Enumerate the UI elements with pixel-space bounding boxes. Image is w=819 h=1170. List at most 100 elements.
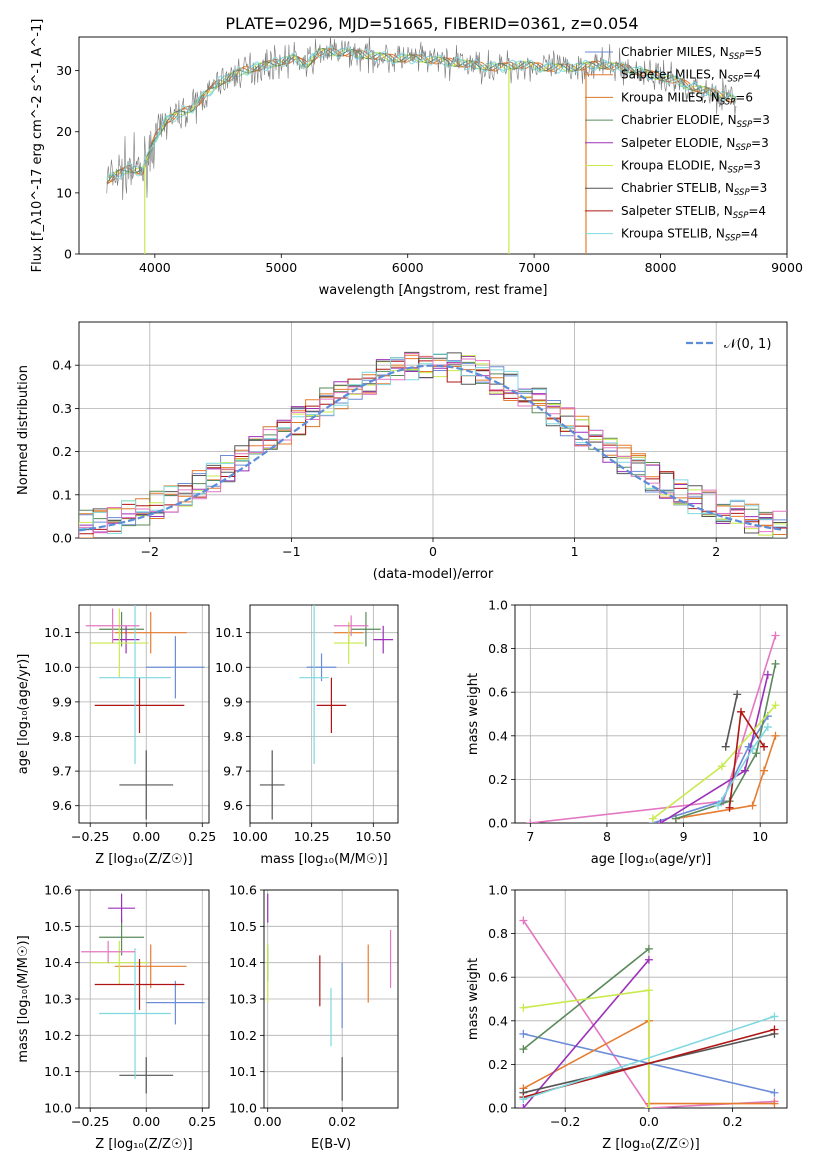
y-axis-label: age [log₁₀(age/yr)] (16, 654, 31, 775)
line-marker (733, 690, 742, 699)
y-tick-label: 10.6 (44, 883, 72, 898)
legend-label: Chabrier ELODIE, NSSP=3 (621, 113, 770, 130)
x-tick-label: 0.25 (188, 1114, 216, 1129)
spectrum-model-kroupa-elodie (106, 48, 737, 180)
x-axis-label: wavelength [Angstrom, rest frame] (319, 283, 548, 298)
line-marker (770, 1088, 779, 1097)
x-tick-label: 1 (571, 544, 579, 559)
x-tick-label: −0.2 (550, 1114, 580, 1129)
line-marker (763, 723, 772, 732)
y-tick-label: 9.8 (223, 729, 243, 744)
panel-age_vs_mass: 10.00 10.25 10.50 9.6 9.7 9.8 9.9 10.0 10.1 mass … (215, 604, 399, 867)
y-tick-label: 20 (56, 124, 72, 139)
y-tick-label: 0.2 (52, 444, 72, 459)
y-tick-label: 0.4 (52, 358, 72, 373)
x-tick-label: 0 (429, 544, 437, 559)
line-marker (771, 731, 780, 740)
y-tick-label: 0.2 (488, 1057, 508, 1072)
figure-title: PLATE=0296, MJD=51665, FIBERID=0361, z=0… (225, 14, 638, 33)
histogram-chabrier-stelib (79, 351, 787, 538)
y-tick-label: 9.7 (52, 764, 72, 779)
y-tick-label: 10.6 (229, 883, 257, 898)
axes-frame (263, 889, 399, 1109)
y-tick-label: 9.8 (52, 729, 72, 744)
x-tick-label: 10.00 (232, 829, 268, 844)
x-tick-label: 8000 (645, 260, 677, 275)
line-marker (771, 631, 780, 640)
legend-label: 𝒩(0, 1) (724, 337, 771, 352)
legend-label: Chabrier MILES, NSSP=5 (621, 45, 762, 62)
legend-label: Salpeter STELIB, NSSP=4 (621, 204, 766, 221)
y-tick-label: 0.3 (52, 401, 72, 416)
errorbar-series (267, 893, 392, 1101)
y-tick-label: 1.0 (488, 883, 508, 898)
y-tick-label: 10.2 (44, 1028, 72, 1043)
y-axis-label: Normed distribution (16, 365, 31, 495)
histogram-series (79, 351, 787, 538)
y-tick-label: 9.6 (223, 798, 243, 813)
panel-mass_vs_Z: −0.25 0.00 0.25 10.0 10.1 10.2 10.3 10.4 10.5 10.… (16, 883, 216, 1153)
axes-frame (78, 604, 210, 824)
x-tick-label: 6000 (392, 260, 424, 275)
y-tick-label: 10.0 (229, 1101, 257, 1116)
x-tick-label: −2 (141, 544, 159, 559)
line-chabrier-miles (652, 715, 769, 823)
line-marker (748, 744, 757, 753)
line-marker (763, 670, 772, 679)
x-tick-label: 0.00 (132, 1114, 160, 1129)
axes-frame (249, 604, 399, 824)
axes-frame (78, 889, 210, 1109)
y-tick-label: 10.4 (44, 955, 72, 970)
panel-massweight_vs_age: 7 8 9 10 0.0 0.2 0.4 0.6 0.8 1.0 age [log₁₀(age/yr… (466, 598, 788, 867)
legend-label: Chabrier STELIB, NSSP=3 (621, 181, 767, 198)
line-marker (740, 766, 749, 775)
errorbar-series (85, 605, 205, 820)
x-axis-label: age [log₁₀(age/yr)] (591, 852, 712, 867)
line-salpeter-miles (675, 735, 777, 820)
line-marker (644, 986, 653, 995)
line-marker (648, 814, 657, 823)
line-marker (748, 801, 757, 810)
x-tick-label: −0.25 (71, 829, 109, 844)
x-tick-label: 10.50 (355, 829, 391, 844)
y-tick-label: 10.2 (229, 1028, 257, 1043)
y-tick-label: 10.3 (44, 992, 72, 1007)
x-axis-label: E(B-V) (311, 1137, 351, 1152)
line-marker (770, 1012, 779, 1021)
panel-residual_hist: −2 −1 0 1 2 0.0 0.1 0.2 0.3 0.4 (data-model)/error… (16, 321, 788, 582)
y-tick-label: 9.9 (223, 694, 243, 709)
x-tick-label: 0.25 (188, 829, 216, 844)
y-tick-label: 0.0 (52, 531, 72, 546)
spectrum-lines (106, 37, 737, 254)
y-axis-label: Flux [f_λ10^-17 erg cm^-2 s^-1 A^-1] (30, 19, 45, 273)
line-marker (721, 742, 730, 751)
axes-frame (78, 321, 788, 539)
y-tick-label: 0 (64, 247, 72, 262)
y-axis-label: mass [log₁₀(M/M☉)] (16, 935, 31, 1062)
y-tick-label: 0.0 (488, 816, 508, 831)
axes-frame (514, 604, 788, 824)
legend-label: Kroupa MILES, NSSP=6 (621, 90, 753, 107)
y-tick-label: 0.6 (488, 685, 508, 700)
y-tick-label: 10.1 (44, 1064, 72, 1079)
x-tick-label: 0.00 (254, 1114, 282, 1129)
y-tick-label: 9.7 (223, 764, 243, 779)
line-marker (714, 801, 723, 810)
legend-label: Kroupa STELIB, NSSP=4 (621, 227, 758, 244)
y-axis-label: mass weight (466, 958, 481, 1040)
y-tick-label: 0.8 (488, 926, 508, 941)
line-extra (530, 635, 777, 823)
line-marker (725, 803, 734, 812)
x-tick-label: 5000 (265, 260, 297, 275)
line-marker (671, 814, 680, 823)
y-tick-label: 0.4 (488, 1013, 508, 1028)
x-tick-label: 8 (603, 829, 611, 844)
x-axis-label: mass [log₁₀(M/M☉)] (260, 852, 387, 867)
x-tick-label: 10.25 (294, 829, 330, 844)
y-tick-label: 10.3 (229, 992, 257, 1007)
x-tick-label: −1 (282, 544, 300, 559)
line-chabrier-stelib (724, 694, 738, 747)
x-axis-label: Z [log₁₀(Z/Z☉)] (95, 852, 192, 867)
line-marker (519, 1104, 528, 1108)
y-tick-label: 0.0 (488, 1101, 508, 1116)
